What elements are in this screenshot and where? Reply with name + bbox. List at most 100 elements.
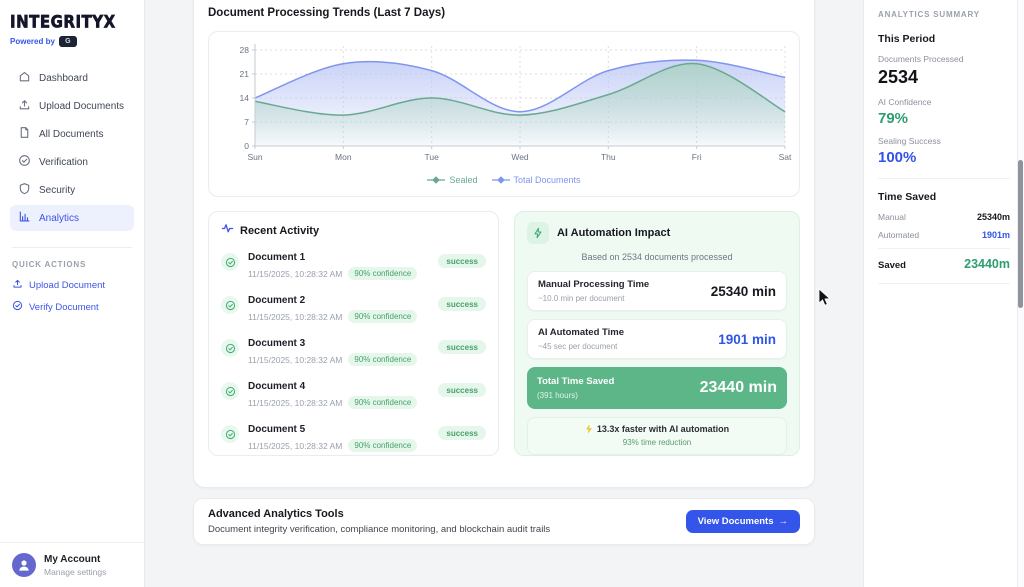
timestamp: 11/15/2025, 10:28:32 AM (248, 440, 343, 451)
confidence-badge: 90% confidence (348, 353, 418, 366)
saved-label: Saved (878, 260, 906, 271)
manual-row: Manual 25340m (878, 212, 1010, 222)
sidebar-item-all-documents[interactable]: All Documents (10, 121, 134, 147)
automated-label: Automated (878, 230, 920, 240)
svg-text:0: 0 (244, 141, 249, 151)
svg-text:Fri: Fri (692, 152, 702, 162)
sidebar-item-label: Dashboard (39, 72, 88, 84)
documents-processed-label: Documents Processed (878, 54, 964, 64)
automated-row: Automated 1901m (878, 230, 1010, 240)
svg-text:21: 21 (240, 69, 250, 79)
activity-row: Document 2 11/15/2025, 10:28:32 AM 90% c… (221, 287, 486, 330)
account-subtitle: Manage settings (44, 566, 107, 577)
time-saved-value: 23440 min (699, 379, 777, 396)
legend-item-total-documents[interactable]: Total Documents (491, 175, 581, 185)
check-circle-icon (221, 425, 239, 443)
svg-text:Thu: Thu (601, 152, 616, 162)
document-name: Document 2 (248, 295, 306, 306)
powered-by-label: Powered by (10, 37, 55, 46)
scrollbar-track[interactable] (1017, 0, 1024, 587)
automated-value: 1901m (981, 230, 1010, 240)
sidebar-item-analytics[interactable]: Analytics (10, 205, 134, 231)
shield-icon (18, 182, 31, 198)
account-section[interactable]: My Account Manage settings (0, 542, 144, 587)
check-circle-icon (221, 253, 239, 271)
quick-action-label: Upload Document (29, 279, 106, 291)
ai-confidence-value: 79% (878, 110, 909, 127)
svg-text:Mon: Mon (335, 152, 352, 162)
svg-text:Tue: Tue (425, 152, 440, 162)
time-saved-heading: Time Saved (878, 191, 937, 203)
svg-text:14: 14 (240, 93, 250, 103)
document-name: Document 1 (248, 252, 306, 263)
advanced-tools-subtitle: Document integrity verification, complia… (208, 524, 551, 535)
status-badge: success (438, 340, 486, 354)
manual-time-label: Manual Processing Time (537, 279, 650, 290)
left-sidebar: INTEGRITYX Powered by G Dashboard Upload… (0, 0, 145, 587)
manual-time-value: 25340 min (710, 283, 776, 299)
svg-text:28: 28 (240, 45, 250, 55)
saved-row: Saved 23440m (878, 248, 1010, 271)
sidebar-item-label: Security (39, 184, 76, 196)
view-documents-label: View Documents (697, 516, 774, 527)
ai-impact-subtitle: Based on 2534 documents processed (581, 252, 733, 262)
confidence-badge: 90% confidence (348, 439, 418, 452)
legend-diamond-icon (427, 176, 446, 184)
scrollbar-thumb[interactable] (1018, 160, 1023, 308)
bolt-icon (585, 424, 592, 434)
ai-impact-card: AI Automation Impact Based on 2534 docum… (513, 211, 800, 456)
recent-activity-title: Recent Activity (240, 225, 320, 237)
time-saved-label: Total Time Saved (536, 376, 615, 387)
view-documents-button[interactable]: View Documents → (685, 510, 800, 533)
activity-row: Document 3 11/15/2025, 10:28:32 AM 90% c… (221, 330, 486, 373)
quick-action-upload-document[interactable]: Upload Document (12, 278, 132, 292)
account-name: My Account (44, 553, 101, 565)
documents-processed-value: 2534 (878, 67, 919, 87)
activity-row: Document 5 11/15/2025, 10:28:32 AM 90% c… (221, 416, 486, 459)
avatar (12, 553, 36, 577)
sidebar-item-dashboard[interactable]: Dashboard (10, 65, 134, 91)
sidebar-item-label: Verification (39, 156, 88, 168)
recent-activity-card: Recent Activity Document 1 11/15/2025, 1… (208, 211, 499, 456)
sidebar-item-security[interactable]: Security (10, 177, 134, 203)
check-circle-icon (221, 382, 239, 400)
analytics-icon (18, 210, 31, 226)
sidebar-item-label: Upload Documents (39, 100, 125, 112)
check-circle-icon (12, 300, 23, 314)
quick-action-label: Verify Document (29, 301, 99, 313)
lightning-icon (526, 222, 549, 244)
chart-legend: Sealed Total Documents (215, 175, 793, 185)
confidence-badge: 90% confidence (348, 396, 418, 409)
timestamp: 11/15/2025, 10:28:32 AM (248, 268, 343, 279)
advanced-tools-title: Advanced Analytics Tools (208, 508, 344, 520)
document-name: Document 5 (248, 424, 306, 435)
chart-section-title: Document Processing Trends (Last 7 Days) (208, 7, 446, 19)
quick-action-verify-document[interactable]: Verify Document (12, 300, 132, 314)
summary-divider (878, 178, 1010, 179)
person-icon (19, 560, 29, 571)
main-content: Document Processing Trends (Last 7 Days)… (145, 0, 863, 587)
sidebar-item-upload-documents[interactable]: Upload Documents (10, 93, 134, 119)
speedup-strip: 13.3x faster with AI automation 93% time… (526, 417, 787, 455)
status-badge: success (438, 297, 486, 311)
trends-area-chart: 0 7 14 21 28 Sun Mon Tue Wed Thu Fri Sat (215, 38, 793, 177)
timestamp: 11/15/2025, 10:28:32 AM (248, 354, 343, 365)
automated-time-card: AI Automated Time ~45 sec per document 1… (526, 319, 787, 359)
confidence-badge: 90% confidence (348, 267, 418, 280)
activity-pulse-icon (221, 222, 234, 240)
check-circle-icon (221, 339, 239, 357)
timestamp: 11/15/2025, 10:28:32 AM (248, 397, 343, 408)
automated-time-value: 1901 min (718, 331, 776, 347)
sidebar-item-verification[interactable]: Verification (10, 149, 134, 175)
trends-chart-card: 0 7 14 21 28 Sun Mon Tue Wed Thu Fri Sat Sealed Tot… (208, 31, 800, 197)
svg-text:Wed: Wed (511, 152, 529, 162)
document-name: Document 3 (248, 338, 306, 349)
ai-confidence-label: AI Confidence (878, 97, 932, 107)
speedup-sub: 93% time reduction (622, 438, 692, 447)
document-name: Document 4 (248, 381, 306, 392)
app-logo: INTEGRITYX (10, 12, 116, 33)
legend-item-sealed[interactable]: Sealed (427, 175, 478, 185)
upload-icon (12, 278, 23, 292)
sidebar-item-label: All Documents (39, 128, 104, 140)
status-badge: success (438, 383, 486, 397)
